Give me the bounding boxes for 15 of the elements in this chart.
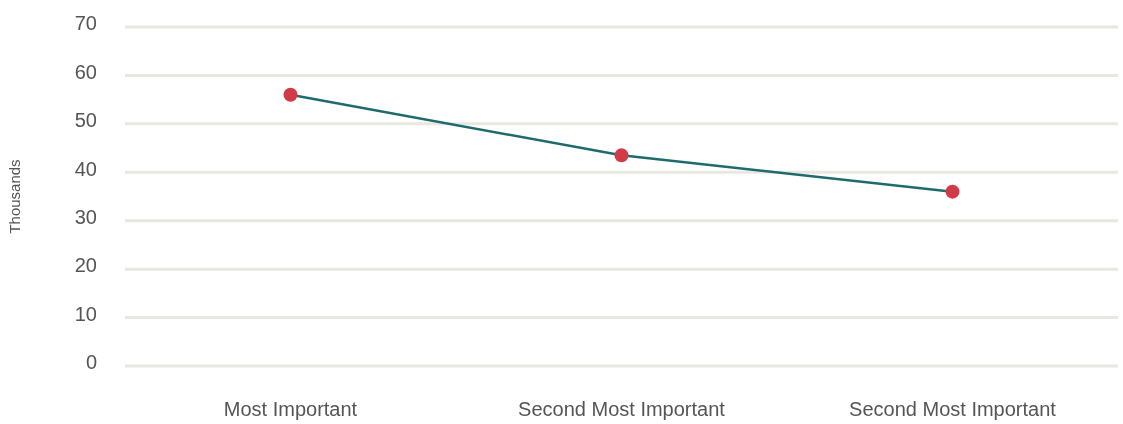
y-axis-title: Thousands [6, 159, 23, 234]
y-tick-label: 10 [74, 302, 97, 325]
x-tick-label: Second Most Important [849, 398, 1057, 420]
y-tick-label: 70 [74, 12, 97, 35]
point [945, 184, 960, 199]
point [283, 87, 298, 102]
point [614, 148, 629, 163]
y-tick-label: 20 [74, 254, 97, 277]
y-tick-label: 30 [74, 206, 97, 228]
y-tick-label: 50 [74, 109, 97, 132]
y-tick-label: 60 [74, 60, 97, 83]
x-tick-label: Most Important [223, 398, 358, 420]
y-tick-label: 0 [85, 351, 97, 374]
y-tick-label: 40 [74, 157, 97, 180]
x-tick-label: Second Most Important [518, 398, 726, 420]
